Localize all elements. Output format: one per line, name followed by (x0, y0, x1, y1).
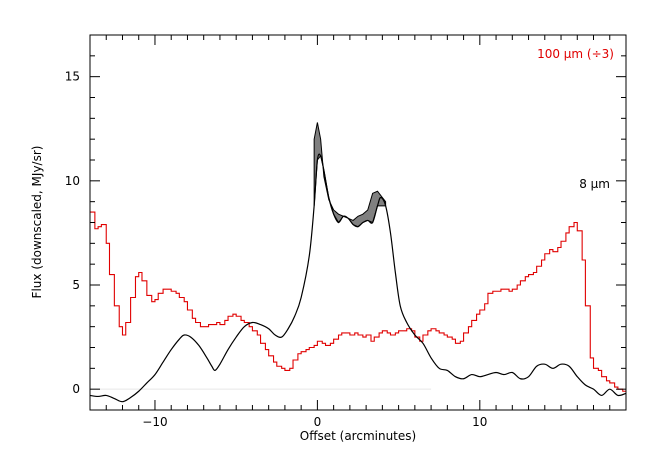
x-tick-label: 10 (472, 415, 487, 429)
series-100um-line (90, 211, 626, 392)
y-tick-label: 10 (65, 174, 80, 188)
legend-100um: 100 μm (÷3) (537, 47, 614, 61)
y-axis-label: Flux (downscaled, MJy/sr) (30, 146, 44, 299)
y-tick-label: 0 (72, 382, 80, 396)
plot-area (90, 122, 626, 403)
x-tick-label: −10 (142, 415, 167, 429)
y-tick-label: 5 (72, 278, 80, 292)
legend-8um: 8 μm (579, 177, 610, 191)
x-axis-label: Offset (arcminutes) (300, 429, 416, 443)
y-tick-label: 15 (65, 70, 80, 84)
series-8um-line (90, 153, 626, 403)
axis-ticks: −10 0 10 0 5 10 15 (65, 34, 627, 429)
x-tick-label: 0 (314, 415, 322, 429)
